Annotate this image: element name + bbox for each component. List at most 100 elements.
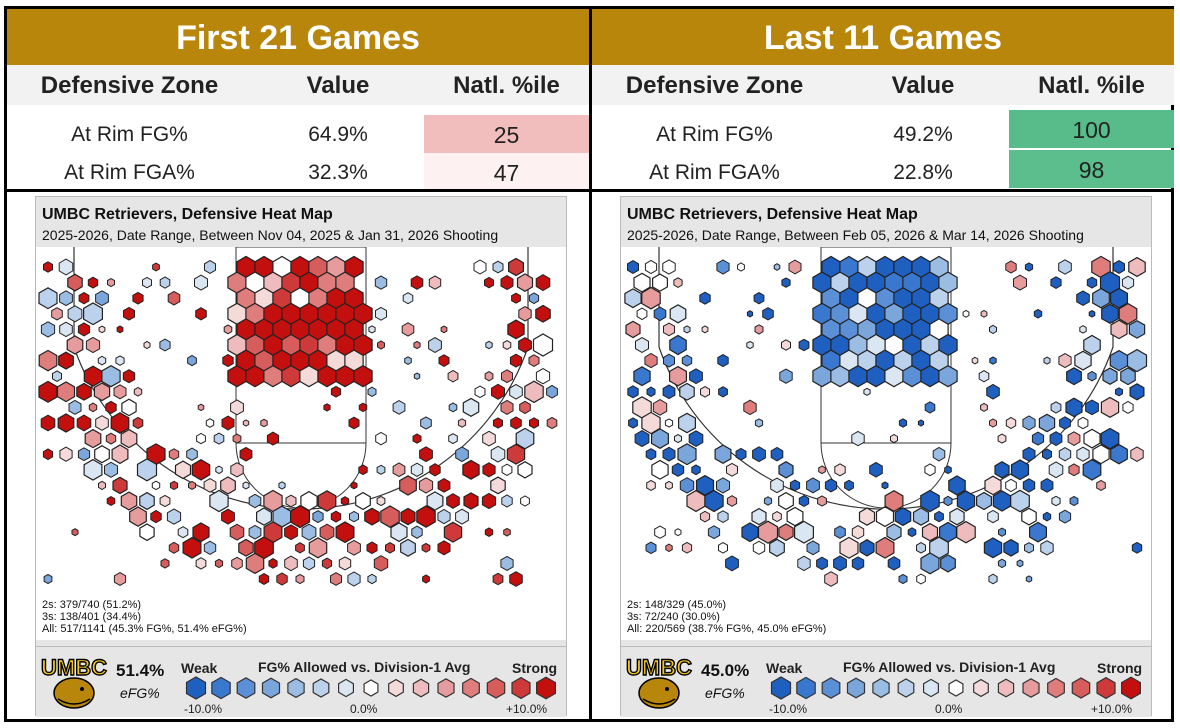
shot-hex <box>340 496 350 506</box>
shot-hex <box>463 492 479 510</box>
efg-label: eFG% <box>705 685 745 701</box>
shot-hex <box>101 365 121 388</box>
shot-hex <box>152 262 160 272</box>
shot-hex <box>419 446 433 463</box>
shot-hex <box>978 370 990 383</box>
shot-hex <box>308 537 328 559</box>
shot-hex <box>1068 463 1080 477</box>
legend-hex <box>796 676 816 700</box>
shot-hex <box>662 384 676 400</box>
shot-hex <box>917 419 925 427</box>
shot-hex <box>484 276 494 289</box>
map-subtitle: 2025-2026, Date Range, Between Feb 05, 2… <box>627 227 1084 243</box>
efg-value: 51.4% <box>116 661 165 680</box>
shot-hex <box>770 446 784 462</box>
shot-hex <box>484 371 494 382</box>
shot-hex <box>726 462 738 477</box>
shot-hex <box>1110 319 1128 340</box>
divider-line <box>7 189 589 192</box>
shot-hex <box>994 461 1010 479</box>
shot-hex <box>266 431 280 446</box>
shot-hex <box>1016 559 1024 568</box>
shot-hex <box>988 573 998 585</box>
shot-hex <box>107 278 115 288</box>
shot-hex <box>699 510 711 523</box>
zone-cell: At Rim FG% <box>656 123 773 146</box>
shot-hex <box>920 552 940 575</box>
shot-hex <box>412 433 422 444</box>
shot-hex <box>353 365 373 388</box>
shot-hex <box>348 416 360 430</box>
shot-hex <box>683 325 691 334</box>
shot-hex <box>402 292 414 305</box>
panel-title: Last 11 Games <box>592 9 1174 65</box>
shot-hex <box>686 489 706 513</box>
legend-hex <box>997 678 1015 698</box>
shot-hex <box>665 543 673 553</box>
shot-hex <box>301 523 317 541</box>
shot-hex <box>678 412 696 434</box>
shot-hex <box>95 290 109 307</box>
shot-hex <box>976 491 992 511</box>
shot-hex <box>373 555 389 572</box>
shot-hex <box>798 338 810 352</box>
shot-hex <box>111 444 129 465</box>
legend-hex <box>211 676 231 700</box>
shot-hex <box>725 555 739 572</box>
shot-hex <box>248 524 262 540</box>
shot-hex <box>238 538 254 557</box>
shot-hex <box>256 507 272 526</box>
shot-hex <box>347 571 361 587</box>
legend-title: FG% Allowed vs. Division-1 Avg <box>843 659 1056 675</box>
legend: UMBC 51.4% eFG% Weak FG% Allowed vs. Div… <box>36 646 566 717</box>
shot-hex <box>1058 259 1072 275</box>
shot-hex <box>1050 401 1062 414</box>
shot-hex <box>662 259 676 275</box>
shot-hex <box>714 444 732 464</box>
legend-hex <box>287 677 305 699</box>
legend-hex <box>338 678 354 698</box>
shot-hex <box>636 307 648 321</box>
map-title: UMBC Retrievers, Defensive Heat Map <box>627 206 918 223</box>
legend-hex <box>388 678 404 698</box>
shot-hex <box>213 432 225 445</box>
legend-hex <box>462 677 480 699</box>
shot-hex <box>177 526 189 539</box>
shot-hex <box>68 399 82 415</box>
shot-hex <box>510 416 522 430</box>
logo-text: UMBC <box>626 655 692 680</box>
stat-2s: 2s: 379/740 (51.2%) <box>42 599 142 611</box>
value-cell: 22.8% <box>893 161 953 184</box>
shot-hex <box>743 399 757 416</box>
legend-hex <box>261 677 281 699</box>
shot-hex <box>1040 478 1054 493</box>
value-cell: 49.2% <box>893 123 953 146</box>
shot-hex <box>746 340 754 350</box>
shot-hex <box>532 333 554 357</box>
shot-hex <box>380 505 400 528</box>
shot-hex <box>757 520 779 544</box>
shot-hex <box>875 506 895 528</box>
shot-hex <box>851 525 865 540</box>
value-cell: 32.3% <box>308 161 368 184</box>
umbc-logo: UMBC <box>40 654 108 709</box>
shot-hex <box>509 571 523 587</box>
shot-hex <box>1005 478 1017 493</box>
shot-hex <box>716 259 730 275</box>
shot-hex <box>627 385 639 399</box>
shot-hex <box>818 465 826 475</box>
shot-hex <box>411 525 423 539</box>
shot-hex <box>150 509 162 524</box>
pct-cell: 98 <box>1009 150 1174 188</box>
shot-hex <box>168 541 180 554</box>
shot-hex <box>501 494 513 508</box>
shot-hex <box>890 433 898 444</box>
shot-hex <box>992 490 1012 512</box>
stat-all: All: 220/569 (38.7% FG%, 45.0% eFG%) <box>627 623 827 635</box>
shot-hex <box>260 418 268 428</box>
shot-hex <box>438 354 450 367</box>
panel-title: First 21 Games <box>7 9 589 65</box>
legend-hex <box>846 677 866 699</box>
shot-hex <box>51 307 63 321</box>
shot-hex <box>139 491 155 511</box>
